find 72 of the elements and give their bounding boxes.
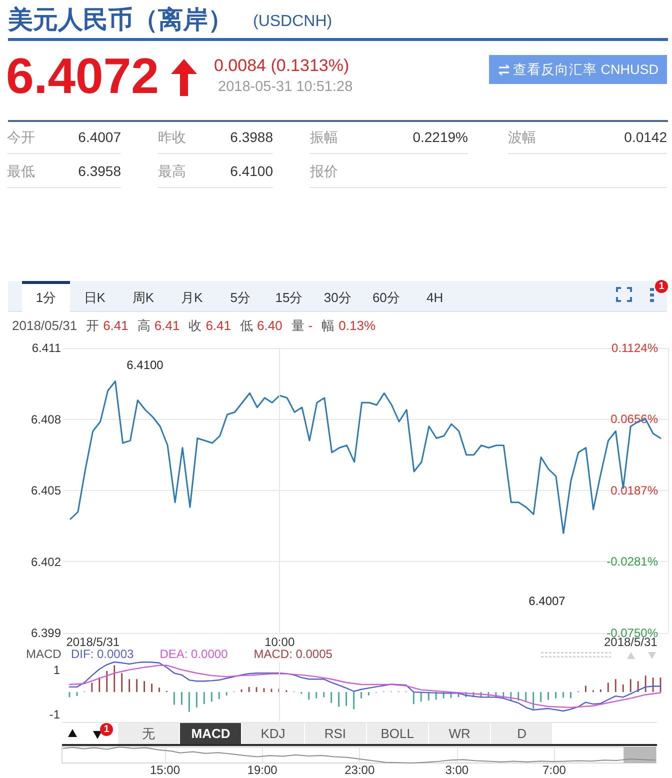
y-tick-label: -1 <box>49 707 60 722</box>
y-tick-label: 6.408 <box>30 412 62 426</box>
x-tick-label: 23:00 <box>344 763 375 777</box>
text: 15分 <box>274 289 304 307</box>
x-tick-label: 10:00 <box>264 635 295 649</box>
x-tick-label: 15:00 <box>150 763 180 777</box>
text: 开 <box>86 318 100 333</box>
text: 6.41 <box>154 318 180 333</box>
text: 4H <box>425 289 444 307</box>
series-label: DEA: 0.0000 <box>160 647 228 661</box>
text: 波幅 <box>508 129 536 146</box>
y-tick-label: 6.399 <box>30 626 62 640</box>
text: 0.13% <box>338 318 376 333</box>
text: 收 <box>188 318 202 333</box>
text: 报价 <box>310 163 338 180</box>
tab: BOLL <box>366 723 428 744</box>
chart-title: MACD <box>26 647 62 661</box>
text: 2018/05/31 <box>12 318 78 334</box>
text: 日K <box>82 289 106 307</box>
text: 6.4100 <box>230 163 273 180</box>
text: 幅 <box>322 318 335 333</box>
text: 6.41 <box>103 318 128 333</box>
text: 6.41 <box>206 318 232 333</box>
tab: D <box>491 723 552 744</box>
text: - <box>308 318 313 333</box>
text: 5分 <box>229 289 252 307</box>
y-tick-label: 6.411 <box>32 341 62 355</box>
button: 查看反向汇率 CNHUSD <box>489 55 667 84</box>
x-tick-label: 2018/5/31 <box>66 635 120 649</box>
text: 6.3988 <box>230 129 273 146</box>
annotation: 6.4100 <box>126 358 164 372</box>
text: 量 <box>291 318 304 333</box>
y2-tick-label: 0.0187% <box>610 484 658 498</box>
y-tick-label: 6.405 <box>30 484 62 498</box>
text: MACD: 0.0005 <box>254 647 333 661</box>
y-tick-label: 1 <box>53 662 60 677</box>
annotation: 6.4007 <box>528 594 566 608</box>
x-tick-label: 3:00 <box>445 763 469 777</box>
text: 0.2219% <box>412 129 468 146</box>
text: (USDCNH) <box>253 12 332 32</box>
text: 高 <box>137 318 150 333</box>
text: 美元人民币（离岸） <box>8 5 233 35</box>
text: 月K <box>180 289 204 307</box>
text: 周K <box>131 289 156 307</box>
text: 低 <box>240 318 254 333</box>
tab: RSI <box>304 723 366 744</box>
x-tick-label: 19:00 <box>247 763 278 777</box>
text: 6.3958 <box>78 163 121 180</box>
text: 30分 <box>322 289 352 307</box>
tab: MACD <box>180 723 242 744</box>
text: 60分 <box>371 289 401 307</box>
tab: KDJ <box>242 723 304 744</box>
text: 最高 <box>158 163 186 180</box>
y2-tick-label: 0.1124% <box>612 341 658 355</box>
text: 6.4007 <box>78 129 121 146</box>
text: 6.40 <box>257 318 282 333</box>
y-tick-label: 6.402 <box>30 554 62 569</box>
tab: 1分 <box>22 281 70 312</box>
text: 2018-05-31 10:51:28 <box>218 78 353 96</box>
text: 振幅 <box>310 129 338 146</box>
text: 最低 <box>7 163 35 180</box>
text: 今开 <box>7 129 35 146</box>
y2-tick-label: -0.0281% <box>606 554 658 569</box>
text: 0.0084 (0.1313%) <box>214 56 350 76</box>
tab: 无 <box>118 723 180 744</box>
series-label: DIF: 0.0003 <box>71 647 134 661</box>
text: 6.4072 <box>6 48 159 104</box>
text: 昨收 <box>158 129 186 146</box>
text: 0.0142 <box>624 129 667 146</box>
notification-badge: 1 <box>655 280 668 293</box>
tab: WR <box>429 723 490 744</box>
x-tick-label: 7:00 <box>542 763 566 777</box>
